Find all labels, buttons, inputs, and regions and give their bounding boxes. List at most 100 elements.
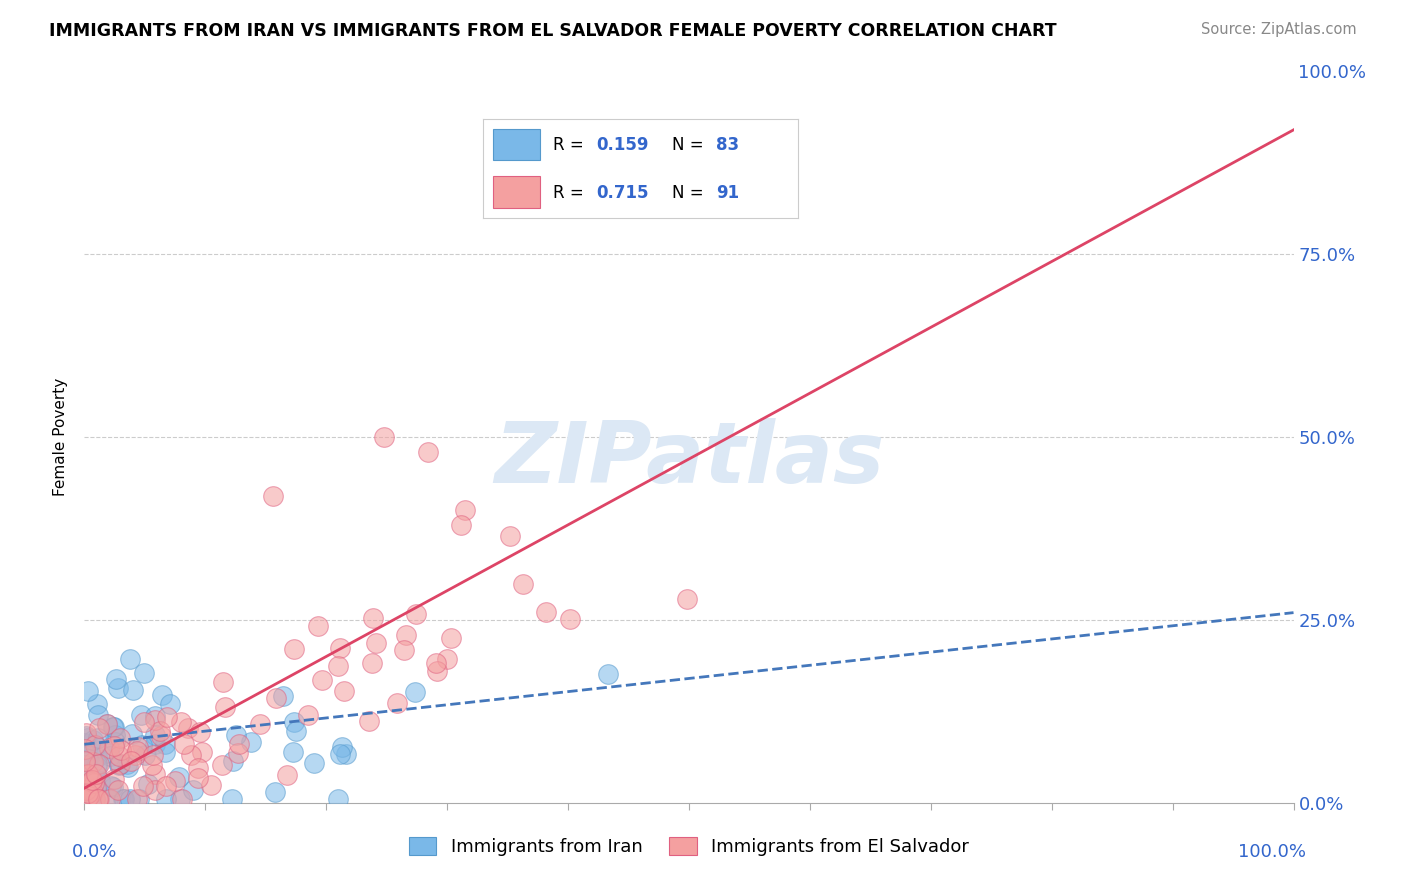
Point xyxy=(132,666,155,681)
Point xyxy=(134,747,156,762)
Y-axis label: Female Poverty: Female Poverty xyxy=(53,378,69,496)
Point xyxy=(143,708,166,723)
Point xyxy=(155,737,177,751)
Point xyxy=(73,792,96,806)
Point xyxy=(191,745,214,759)
Point xyxy=(200,778,222,792)
Point xyxy=(173,738,195,752)
Point xyxy=(86,767,108,781)
Point xyxy=(105,672,128,686)
Point xyxy=(86,792,108,806)
Point xyxy=(115,756,138,771)
Point xyxy=(335,747,357,762)
Point xyxy=(108,757,131,772)
Point xyxy=(76,766,98,780)
Point xyxy=(366,636,388,650)
Text: 0.0%: 0.0% xyxy=(72,843,118,861)
Point xyxy=(143,713,166,727)
Point xyxy=(159,697,181,711)
Point xyxy=(86,760,108,774)
Point xyxy=(132,780,155,794)
Text: ZIPatlas: ZIPatlas xyxy=(494,417,884,500)
Point xyxy=(98,741,121,756)
Point xyxy=(77,789,100,804)
Point xyxy=(332,684,354,698)
Point xyxy=(121,727,143,741)
Point xyxy=(84,738,107,752)
Point xyxy=(143,782,166,797)
Point xyxy=(104,728,127,742)
Point xyxy=(82,733,104,747)
Point xyxy=(75,729,97,743)
Point xyxy=(75,726,97,740)
Point xyxy=(107,758,129,772)
Point xyxy=(107,681,129,695)
Point xyxy=(82,775,104,789)
Point xyxy=(211,757,233,772)
Point xyxy=(101,780,124,794)
Point xyxy=(131,738,153,752)
Point xyxy=(560,612,582,626)
Point xyxy=(311,673,333,687)
Point xyxy=(103,772,125,786)
Point xyxy=(283,715,305,730)
Point xyxy=(180,748,202,763)
Point xyxy=(87,731,110,745)
Point xyxy=(94,747,117,761)
Point xyxy=(112,792,135,806)
Point xyxy=(110,742,132,756)
Point xyxy=(143,767,166,781)
Point xyxy=(142,748,165,763)
Point xyxy=(75,777,97,791)
Point xyxy=(129,707,152,722)
Point xyxy=(76,731,98,746)
Point xyxy=(329,641,352,656)
Point xyxy=(187,761,209,775)
Point xyxy=(86,749,108,764)
Point xyxy=(127,744,149,758)
Point xyxy=(425,656,447,670)
Text: 100.0%: 100.0% xyxy=(1237,843,1306,861)
Point xyxy=(79,792,101,806)
Point xyxy=(120,754,142,768)
Point xyxy=(512,577,534,591)
Point xyxy=(107,783,129,797)
Point xyxy=(101,720,124,734)
Point xyxy=(79,767,101,781)
Point xyxy=(89,773,111,788)
Point xyxy=(405,607,427,622)
Point xyxy=(84,781,107,796)
Point xyxy=(149,723,172,738)
Point xyxy=(498,528,520,542)
Point xyxy=(97,792,120,806)
Point xyxy=(73,792,96,806)
Point xyxy=(150,688,173,702)
Point xyxy=(330,739,353,754)
Point xyxy=(121,683,143,698)
Point xyxy=(326,792,349,806)
Point xyxy=(75,754,97,768)
Point xyxy=(329,747,352,761)
Point xyxy=(76,684,98,698)
Point xyxy=(124,747,146,762)
Point xyxy=(675,591,697,606)
Point xyxy=(155,745,177,759)
Point xyxy=(125,792,148,806)
Point xyxy=(76,792,98,806)
Point xyxy=(141,758,163,772)
Point xyxy=(108,749,131,764)
Point xyxy=(373,430,395,444)
Point xyxy=(82,755,104,769)
Point xyxy=(426,665,449,679)
Point xyxy=(75,761,97,775)
Point xyxy=(221,792,243,806)
Point xyxy=(98,748,121,763)
Point xyxy=(77,785,100,799)
Point xyxy=(86,698,108,712)
Point xyxy=(225,727,247,741)
Point xyxy=(454,503,477,517)
Point xyxy=(73,792,96,806)
Point xyxy=(120,792,142,806)
Point xyxy=(177,721,200,735)
Point xyxy=(107,756,129,771)
